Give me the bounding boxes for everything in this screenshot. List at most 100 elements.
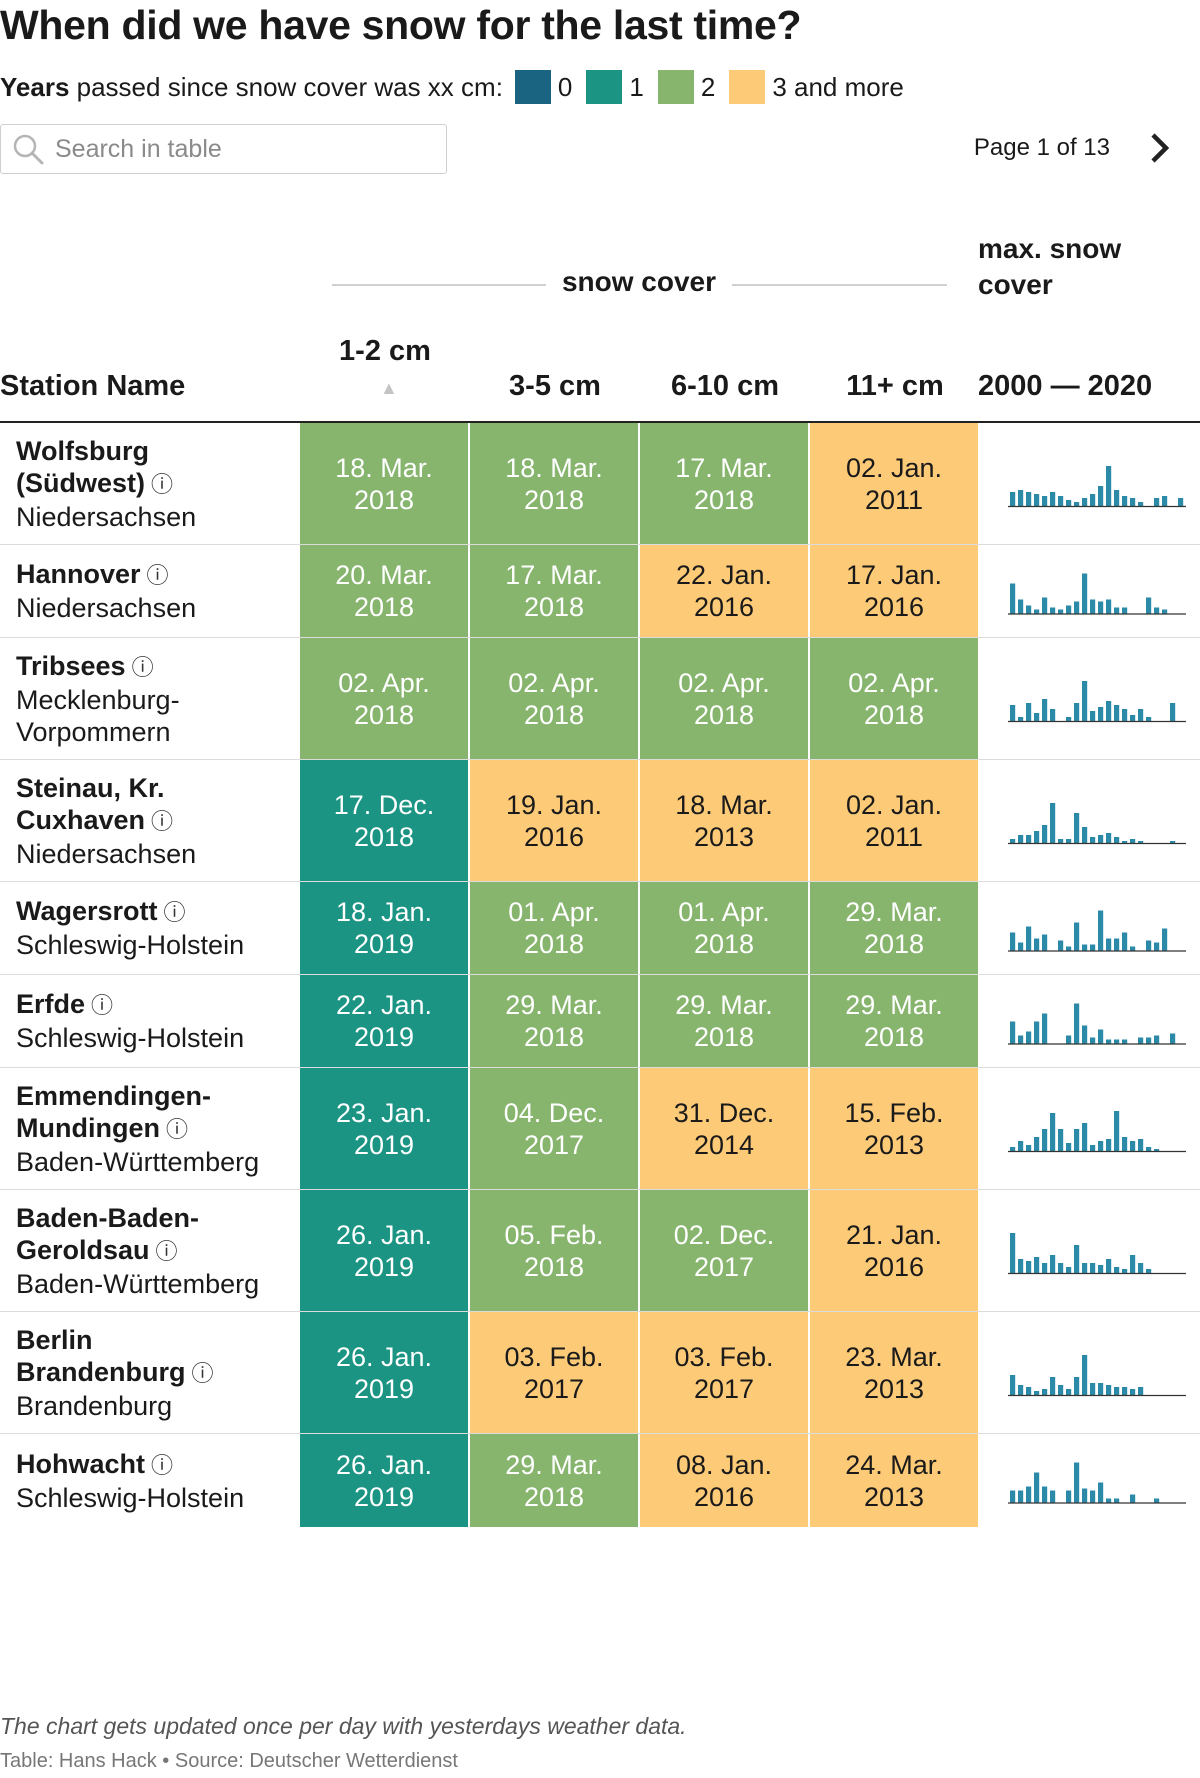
sparkline-bar xyxy=(1154,1035,1160,1044)
sparkline-bar xyxy=(1146,1037,1152,1044)
station-name-text: Berlin Brandenburg xyxy=(16,1324,186,1387)
info-icon[interactable]: ⓘ xyxy=(151,808,174,834)
sparkline-bar xyxy=(1082,1355,1088,1395)
page-indicator: Page 1 of 13 xyxy=(973,134,1110,161)
date-cell: 26. Jan. 2019 xyxy=(300,1190,468,1311)
station-region: Niedersachsen xyxy=(16,593,197,623)
station-region: Schleswig-Holstein xyxy=(16,1482,245,1513)
max-snow-sparkline xyxy=(1008,1003,1186,1045)
sparkline-bar xyxy=(1010,932,1016,951)
date-cell: 17. Mar. 2018 xyxy=(640,423,808,544)
sparkline-bar xyxy=(1122,1387,1128,1395)
date-text: 01. Apr. 2018 xyxy=(508,897,600,959)
info-icon[interactable]: ⓘ xyxy=(146,563,169,588)
column-header-station[interactable]: Station Name xyxy=(0,370,186,402)
info-icon[interactable]: ⓘ xyxy=(163,900,186,925)
sparkline-bar xyxy=(1010,1233,1016,1273)
sparkline-bar xyxy=(1042,825,1048,843)
sparkline-bar xyxy=(1074,502,1080,506)
column-header-year-range: 2000 — 2020 xyxy=(978,370,1153,402)
date-cell: 02. Jan. 2011 xyxy=(810,760,978,881)
sparkline-bar xyxy=(1090,1037,1096,1044)
station-name-text: Hohwacht xyxy=(16,1448,146,1479)
date-text: 21. Jan. 2016 xyxy=(845,1219,943,1282)
date-text: 23. Mar. 2013 xyxy=(845,1341,943,1404)
sparkline-bar xyxy=(1058,1385,1064,1395)
sparkline-bar xyxy=(1018,1141,1024,1151)
date-cell: 17. Mar. 2018 xyxy=(470,545,638,637)
legend-items: 0 1 2 3 and more xyxy=(514,70,918,104)
table-row: Hohwacht ⓘ Schleswig-Holstein 26. Jan. 2019… xyxy=(0,1434,1200,1527)
sparkline-bar xyxy=(1122,496,1128,506)
info-icon[interactable]: ⓘ xyxy=(91,993,114,1018)
column-header-11cm[interactable]: 11+ cm xyxy=(846,370,944,402)
legend-item: 0 xyxy=(514,70,576,104)
sparkline-bar xyxy=(1098,486,1104,506)
column-header-1-2cm[interactable]: 1-2 cm xyxy=(339,335,431,367)
sort-ascending-icon[interactable]: ▲ xyxy=(380,378,398,398)
legend-swatch xyxy=(657,70,694,104)
sparkline-bar xyxy=(1010,1021,1016,1044)
sparkline-bar xyxy=(1098,1482,1104,1503)
sparkline-bar xyxy=(1098,707,1104,721)
station-name: Hohwacht ⓘ xyxy=(16,1448,296,1482)
date-text: 29. Mar. 2018 xyxy=(505,990,603,1052)
legend-label: 0 xyxy=(557,71,573,102)
sparkline-bar xyxy=(1010,839,1016,843)
date-cell: 23. Jan. 2019 xyxy=(300,1068,468,1189)
sparkline-bar xyxy=(1074,1245,1080,1273)
date-cell: 29. Mar. 2018 xyxy=(810,975,978,1067)
sparkline-bar xyxy=(1090,599,1096,614)
column-header-6-10cm[interactable]: 6-10 cm xyxy=(670,370,779,402)
sparkline-bar xyxy=(1114,938,1120,951)
sparkline-bar xyxy=(1122,709,1128,721)
sparkline-bar xyxy=(1010,705,1016,721)
info-icon[interactable]: ⓘ xyxy=(151,471,174,497)
search-box[interactable] xyxy=(0,124,447,174)
sparkline-bar xyxy=(1042,597,1048,614)
sparkline-bar xyxy=(1042,1013,1048,1044)
info-icon[interactable]: ⓘ xyxy=(191,1360,214,1386)
info-icon[interactable]: ⓘ xyxy=(131,654,154,680)
sparkline-bar xyxy=(1090,1263,1096,1273)
sparkline-bar xyxy=(1106,1259,1112,1273)
sparkline-bar xyxy=(1138,841,1144,843)
station-region: Schleswig-Holstein xyxy=(16,930,245,960)
sparkline-bar xyxy=(1106,938,1112,951)
info-icon[interactable]: ⓘ xyxy=(155,1238,178,1264)
station-name: Hannover ⓘ xyxy=(16,558,296,592)
legend-item: 1 xyxy=(586,70,647,104)
date-text: 01. Apr. 2018 xyxy=(678,897,770,959)
search-input[interactable] xyxy=(55,134,435,164)
sparkline-bar xyxy=(1114,1267,1120,1273)
info-icon[interactable]: ⓘ xyxy=(151,1452,174,1478)
max-snow-sparkline xyxy=(1008,803,1186,845)
sparkline-bar xyxy=(1114,1111,1120,1151)
table-row: Tribsees ⓘ Mecklenburg-Vorpommern 02. Apr. … xyxy=(0,638,1200,760)
sparkline-bar xyxy=(1018,1259,1024,1273)
date-cell: 29. Mar. 2018 xyxy=(810,882,978,974)
credits: Table: Hans Hack • Source: Deutscher Wet… xyxy=(0,1750,458,1772)
sparkline-bar xyxy=(1122,607,1128,614)
sparkline-bar xyxy=(1074,922,1080,951)
sparkline-bar xyxy=(1026,1031,1032,1044)
sparkline-bar xyxy=(1082,1123,1088,1151)
table-row: Baden-Baden-Geroldsau ⓘ Baden-Württemberg 2… xyxy=(0,1190,1200,1312)
info-icon[interactable]: ⓘ xyxy=(165,1116,188,1142)
sparkline-bar xyxy=(1034,1472,1040,1503)
date-text: 24. Mar. 2013 xyxy=(845,1449,943,1512)
sparkline-bar xyxy=(1170,1033,1176,1044)
column-group-label: snow cover xyxy=(561,266,717,297)
sparkline-bar xyxy=(1026,1261,1032,1273)
station-name: Steinau, Kr. Cuxhaven ⓘ xyxy=(16,772,296,838)
sparkline-bar xyxy=(1066,605,1072,614)
next-page-button[interactable] xyxy=(1140,128,1180,168)
date-cell: 24. Mar. 2013 xyxy=(810,1434,978,1527)
sparkline-bar xyxy=(1018,835,1024,843)
sparkline-bar xyxy=(1058,609,1064,614)
date-text: 17. Mar. 2018 xyxy=(675,452,773,515)
legend-label: 3 and more xyxy=(772,71,904,102)
column-header-3-5cm[interactable]: 3-5 cm xyxy=(509,370,601,402)
sparkline-bar xyxy=(1010,583,1016,614)
sparkline-bar xyxy=(1050,607,1056,614)
